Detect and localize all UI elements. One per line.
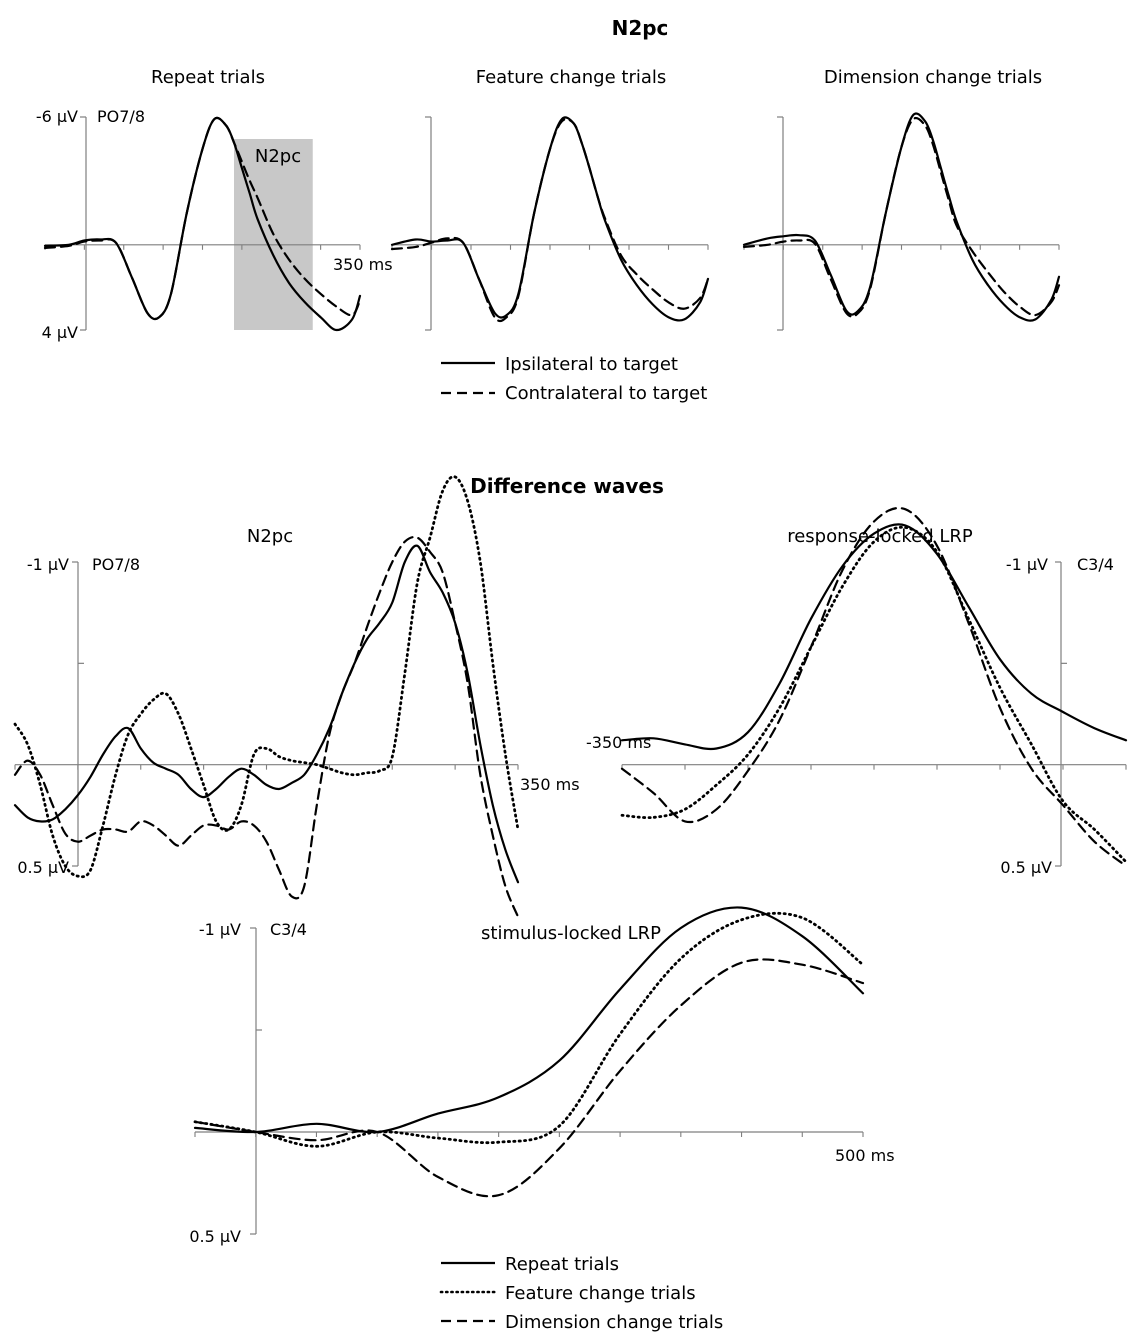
- y-bottom-label-lrp-resp: 0.5 µV: [1000, 858, 1052, 877]
- lrp_stim-series-dimension-change-trials: [193, 958, 865, 1198]
- panel-title-feature: Feature change trials: [476, 67, 667, 88]
- n2pc_diff-series-dimension-change-trials: [13, 535, 520, 918]
- x-start-label-lrp-resp: -350 ms: [586, 733, 651, 752]
- heading-n2pc: N2pc: [612, 16, 669, 40]
- plots-layer: [13, 112, 1128, 1235]
- panel-title-dimension: Dimension change trials: [824, 67, 1042, 88]
- legend-bottom-label-repeat: Repeat trials: [505, 1254, 619, 1275]
- n2pc_diff-series-repeat-trials: [13, 544, 520, 884]
- legend-bottom-label-dimension: Dimension change trials: [505, 1312, 723, 1333]
- x-end-label-n2pc-diff: 350 ms: [520, 775, 580, 794]
- dimension-series-contralateral-to-target: [742, 116, 1061, 318]
- y-bottom-label-lrp-stim: 0.5 µV: [189, 1227, 241, 1246]
- y-top-label-lrp-resp: -1 µV: [1006, 555, 1048, 574]
- y-top-label-n2pc-diff: -1 µV: [27, 555, 69, 574]
- lrp_stim-series-feature-change-trials: [193, 911, 865, 1148]
- lrp_resp-series-feature-change-trials: [620, 525, 1128, 864]
- dimension-series-ipsilateral-to-target: [742, 112, 1061, 322]
- panel-title-lrp-stim: stimulus-locked LRP: [481, 923, 661, 944]
- n2pc-window-label: N2pc: [255, 146, 301, 167]
- lrp_resp-series-repeat-trials: [620, 523, 1128, 751]
- channel-label-n2pc-diff: PO7/8: [92, 555, 140, 574]
- y-top-label-repeat: -6 µV: [36, 107, 78, 126]
- panel-title-n2pc-diff: N2pc: [247, 526, 293, 547]
- lrp_resp-series-dimension-change-trials: [620, 506, 1128, 868]
- y-bottom-label-n2pc-diff: 0.5 µV: [17, 858, 69, 877]
- lrp_stim-series-repeat-trials: [193, 906, 865, 1134]
- legend-top-label-ipsilateral: Ipsilateral to target: [505, 354, 678, 375]
- heading-difference-waves: Difference waves: [470, 474, 664, 498]
- x-end-label-lrp-stim: 500 ms: [835, 1146, 895, 1165]
- panel-title-repeat: Repeat trials: [151, 67, 265, 88]
- repeat-series-contralateral-to-target: [43, 116, 362, 321]
- channel-label-lrp-stim: C3/4: [270, 920, 307, 939]
- legend-top-label-contralateral: Contralateral to target: [505, 383, 707, 404]
- channel-label-lrp-resp: C3/4: [1077, 555, 1114, 574]
- y-bottom-label-repeat: 4 µV: [42, 323, 78, 342]
- y-top-label-lrp-stim: -1 µV: [199, 920, 241, 939]
- legend-bottom-label-feature: Feature change trials: [505, 1283, 696, 1304]
- channel-label-repeat: PO7/8: [97, 107, 145, 126]
- x-end-label-repeat: 350 ms: [333, 255, 393, 274]
- feature-series-contralateral-to-target: [390, 118, 710, 323]
